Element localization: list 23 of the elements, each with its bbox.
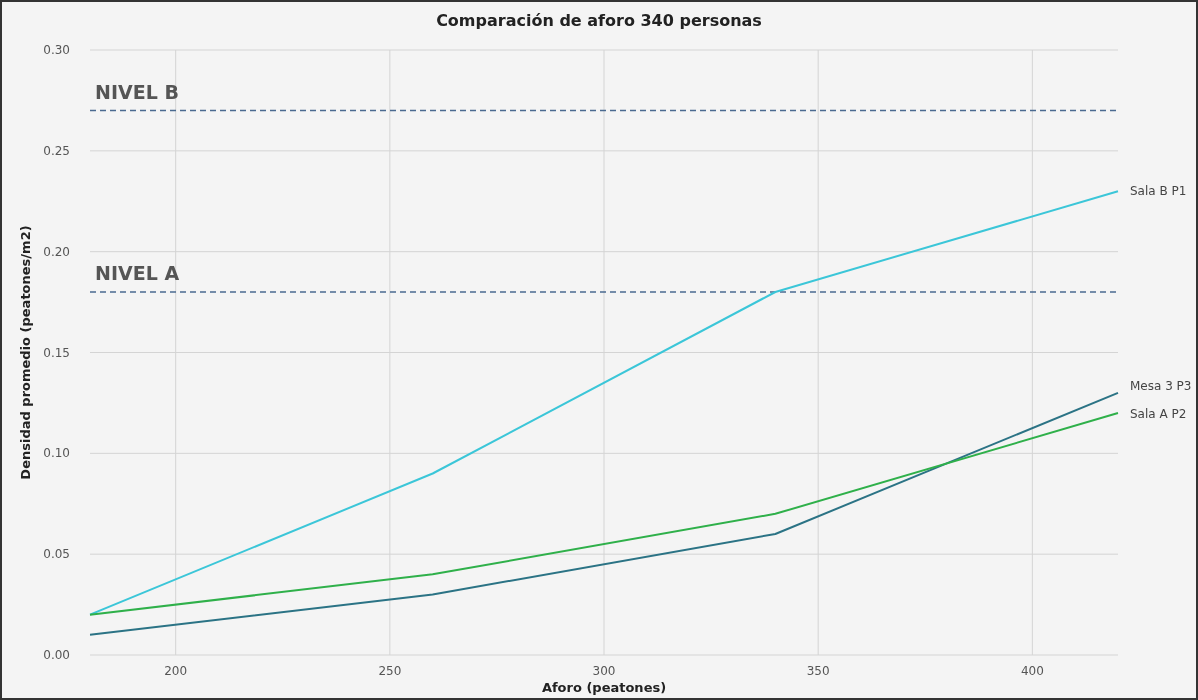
y-tick-label: 0.00: [43, 648, 70, 662]
chart-title: Comparación de aforo 340 personas: [436, 11, 762, 30]
series-label: Sala B P1: [1130, 184, 1187, 199]
y-tick-label: 0.20: [43, 244, 70, 259]
y-tick-label: 0.30: [43, 43, 70, 57]
y-tick-label: 0.25: [43, 143, 70, 158]
series-label: Sala A P2: [1130, 407, 1187, 421]
ref-line-label: NIVEL A: [95, 262, 180, 284]
line-series: [89, 412, 1119, 616]
x-tick-label: 300: [592, 664, 616, 678]
line-series: [89, 391, 1119, 636]
y-tick-label: 0.05: [43, 547, 70, 562]
x-tick-label: 400: [1020, 664, 1044, 678]
y-tick-label: 0.15: [43, 345, 70, 360]
x-tick-label: 250: [378, 664, 402, 678]
y-tick-label: 0.10: [43, 446, 70, 461]
series-label: Mesa 3 P3: [1130, 378, 1192, 393]
x-tick-label: 350: [806, 664, 830, 678]
x-axis-title: Aforo (peatones): [541, 680, 667, 695]
y-axis-title: Densidad promedio (peatones/m2): [18, 225, 33, 480]
ref-line-label: NIVEL B: [95, 80, 179, 103]
x-tick-label: 200: [164, 664, 188, 678]
line-series: [89, 190, 1119, 616]
